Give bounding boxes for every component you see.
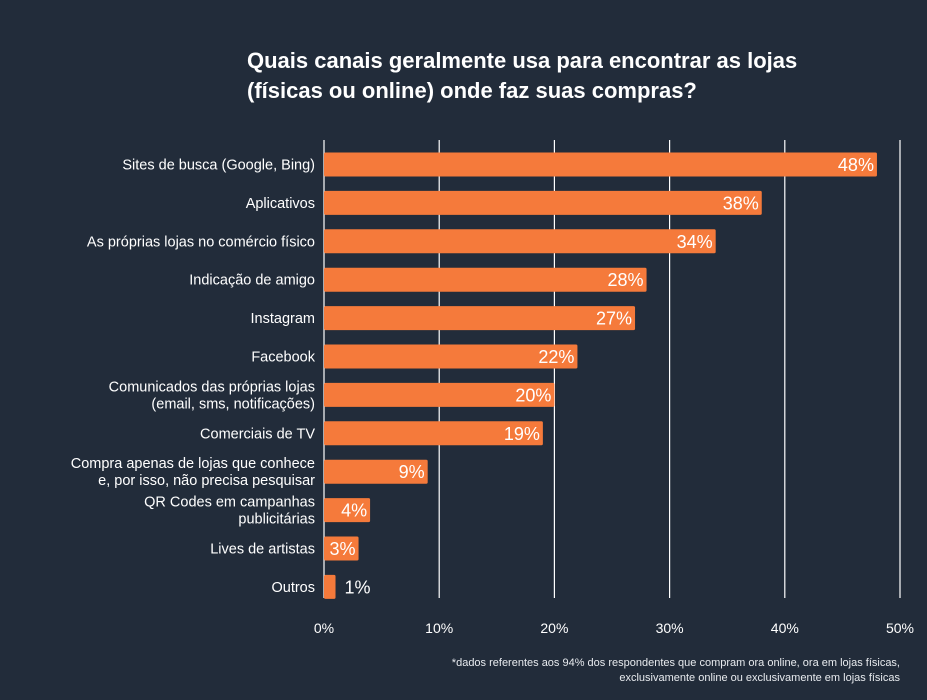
category-label: Instagram	[251, 311, 315, 327]
bar	[324, 459, 428, 484]
bar	[324, 498, 371, 523]
bar	[324, 229, 716, 254]
category-label: Comerciais de TV	[200, 426, 315, 442]
bar-value-label: 38%	[723, 193, 759, 213]
footnote-line-2: exclusivamente online ou exclusivamente …	[619, 672, 900, 684]
category-label: e, por isso, não precisa pesquisar	[98, 473, 315, 489]
category-label: Lives de artistas	[210, 542, 315, 558]
bar	[324, 152, 877, 177]
footnote-line-1: *dados referentes aos 94% dos respondent…	[451, 657, 900, 669]
bar	[324, 190, 762, 215]
footnote: *dados referentes aos 94% dos respondent…	[340, 656, 900, 686]
chart-title-line-1: Quais canais geralmente usa para encontr…	[247, 48, 798, 73]
bar-value-label: 20%	[515, 385, 551, 405]
bar-value-label: 22%	[538, 347, 574, 367]
category-label: As próprias lojas no comércio físico	[87, 234, 315, 250]
bar	[324, 421, 543, 446]
category-label: publicitárias	[238, 512, 315, 528]
bar	[324, 574, 336, 599]
bar-value-label: 48%	[838, 155, 874, 175]
bar-value-label: 3%	[330, 539, 356, 559]
category-label: QR Codes em campanhas	[144, 495, 315, 511]
chart-title: Quais canais geralmente usa para encontr…	[247, 46, 887, 106]
category-labels: Sites de busca (Google, Bing) Aplicativos…	[71, 158, 316, 596]
bars: 48% 38% 34% 28% 27% 22% 20% 19% 9% 4% 3% 1%	[324, 152, 877, 599]
bar-value-label: 19%	[504, 424, 540, 444]
bar-value-label: 1%	[345, 577, 371, 597]
category-label: Comunicados das próprias lojas	[109, 379, 315, 395]
x-tick-label: 30%	[656, 620, 684, 636]
bar	[324, 382, 555, 407]
bar-value-label: 34%	[677, 232, 713, 252]
x-axis-ticks: 0% 10% 20% 30% 40% 50%	[314, 620, 914, 636]
chart-title-line-2: (físicas ou online) onde faz suas compra…	[247, 78, 697, 103]
x-tick-label: 40%	[771, 620, 799, 636]
category-label: (email, sms, notificações)	[151, 396, 315, 412]
category-label: Sites de busca (Google, Bing)	[122, 158, 315, 174]
gridlines	[323, 140, 901, 598]
bar	[324, 344, 578, 369]
x-tick-label: 0%	[314, 620, 334, 636]
x-tick-label: 50%	[886, 620, 914, 636]
x-tick-label: 20%	[540, 620, 568, 636]
x-tick-label: 10%	[425, 620, 453, 636]
bar-value-label: 28%	[608, 270, 644, 290]
category-label: Indicação de amigo	[189, 273, 315, 289]
bar	[324, 306, 636, 331]
bar-value-label: 9%	[399, 462, 425, 482]
bar-value-label: 27%	[596, 309, 632, 329]
bar-value-label: 4%	[341, 501, 367, 521]
category-label: Facebook	[251, 350, 315, 366]
category-label: Aplicativos	[246, 196, 315, 212]
category-label: Compra apenas de lojas que conhece	[71, 456, 315, 472]
bar	[324, 267, 647, 292]
category-label: Outros	[271, 580, 315, 596]
bar	[324, 536, 359, 561]
